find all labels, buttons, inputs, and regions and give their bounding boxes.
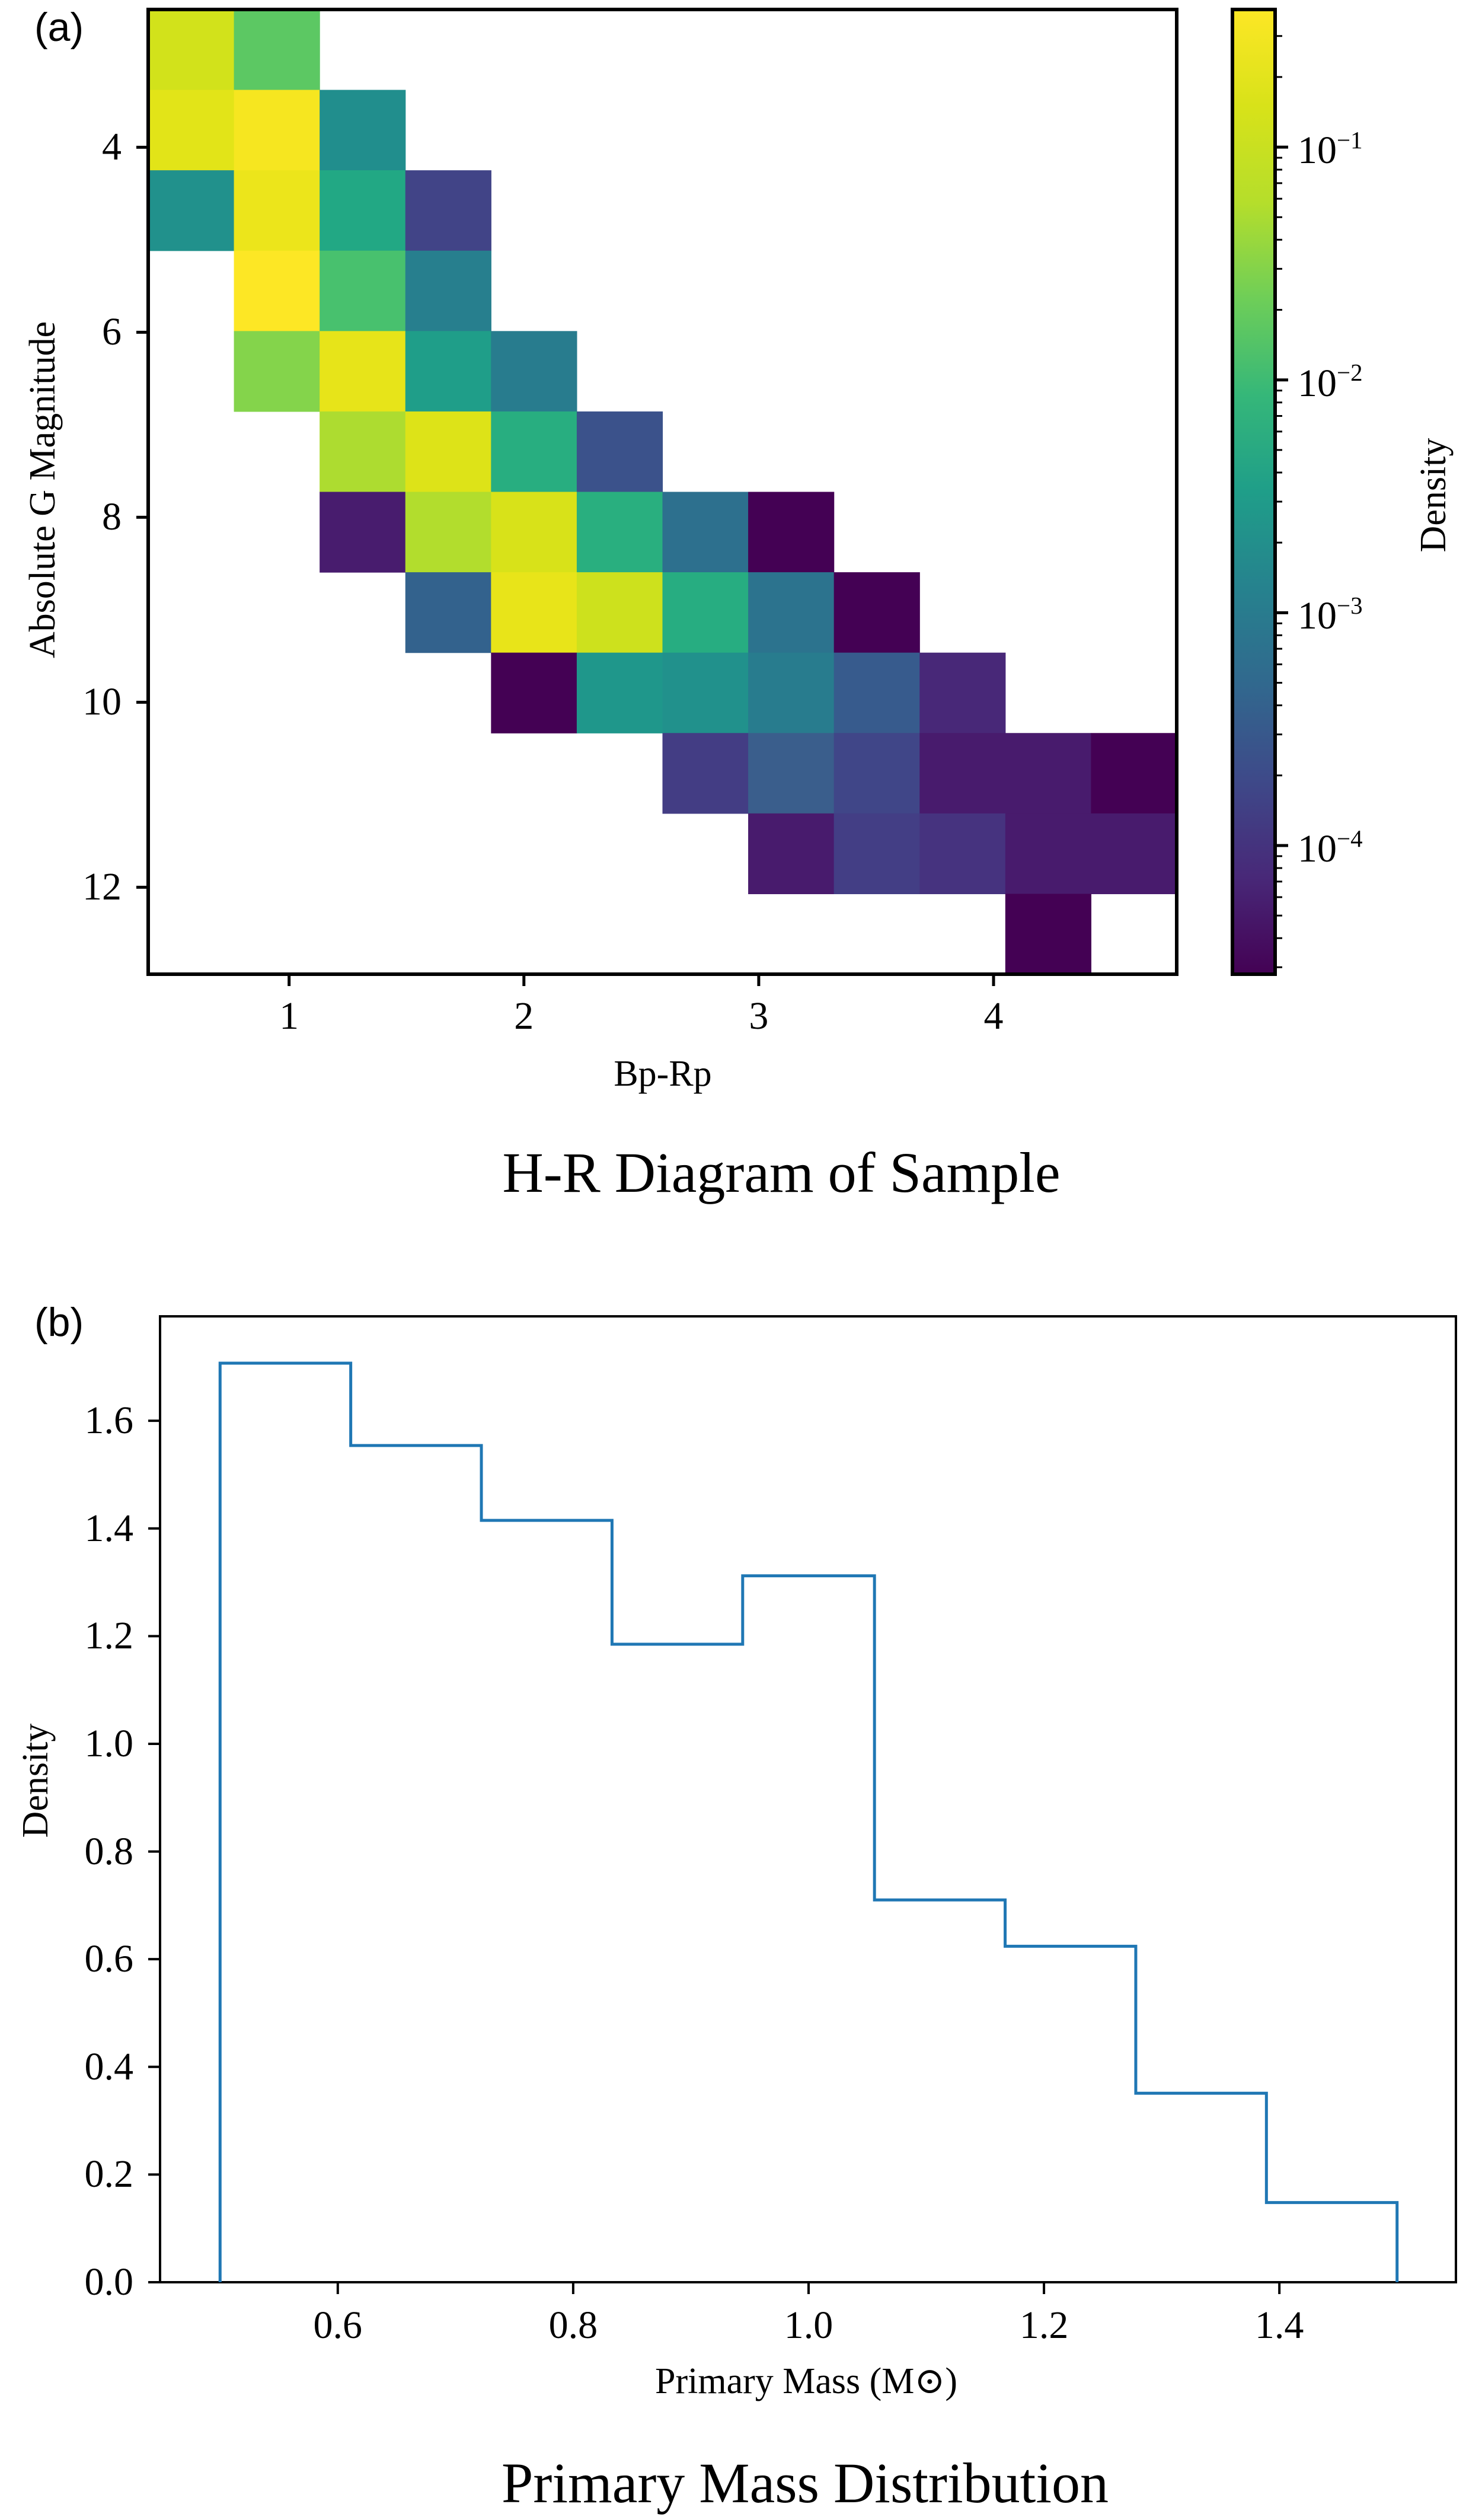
colorbar-tick-label: 10−4 bbox=[1298, 825, 1363, 870]
heatmap-cell bbox=[320, 250, 406, 331]
heatmap-cell bbox=[320, 170, 406, 251]
heatmap-cell bbox=[491, 572, 577, 653]
histogram-ticks bbox=[148, 1420, 1281, 2294]
heatmap-cell bbox=[576, 492, 663, 573]
y-tick-label: 6 bbox=[102, 310, 122, 354]
x-tick-label: 0.6 bbox=[313, 2304, 363, 2347]
colorbar-tick-label: 10−2 bbox=[1298, 359, 1363, 405]
heatmap-cell bbox=[234, 331, 320, 412]
heatmap-cell bbox=[405, 170, 491, 251]
heatmap-cell bbox=[919, 652, 1006, 733]
heatmap-cell bbox=[405, 411, 491, 493]
heatmap-cell bbox=[491, 411, 577, 493]
heatmap-cell bbox=[491, 331, 577, 412]
histogram-x-axis-label: Primary Mass (M⊙) bbox=[654, 2361, 958, 2401]
colorbar bbox=[1231, 8, 1277, 976]
heatmap-cell bbox=[919, 733, 1006, 814]
heatmap-cell bbox=[748, 652, 835, 733]
colorbar-tick-label: 10−3 bbox=[1298, 592, 1363, 638]
heatmap-cell bbox=[1005, 894, 1092, 975]
heatmap-cell bbox=[1005, 733, 1092, 814]
y-tick-label: 0.8 bbox=[84, 1829, 134, 1873]
y-tick-label: 1.6 bbox=[84, 1399, 134, 1443]
panel-a-label: (a) bbox=[34, 5, 84, 50]
hr-diagram-heatmap bbox=[136, 8, 1288, 986]
y-tick-label: 1.0 bbox=[84, 1721, 134, 1765]
y-tick-label: 4 bbox=[102, 125, 122, 169]
panel-b-label: (b) bbox=[34, 1300, 84, 1345]
heatmap-cell bbox=[1091, 733, 1177, 814]
heatmap-cell bbox=[833, 813, 920, 895]
heatmap-cell bbox=[491, 652, 577, 733]
colorbar-ticks bbox=[1275, 35, 1288, 968]
heatmap-cell bbox=[576, 572, 663, 653]
heatmap-cell bbox=[320, 90, 406, 171]
y-tick-label: 0.6 bbox=[84, 1937, 134, 1981]
heatmap-cell bbox=[748, 813, 835, 895]
x-tick-label: 1 bbox=[279, 994, 299, 1038]
y-tick-label: 8 bbox=[102, 495, 122, 539]
heatmap-cell bbox=[320, 492, 406, 573]
heatmap-cell bbox=[1005, 813, 1092, 895]
y-tick-label: 0.0 bbox=[84, 2260, 134, 2304]
heatmap-cell bbox=[234, 9, 320, 91]
heatmap-cell bbox=[833, 652, 920, 733]
heatmap-cells bbox=[148, 9, 1177, 975]
heatmap-cell bbox=[662, 733, 749, 814]
y-tick-label: 10 bbox=[82, 680, 122, 724]
x-tick-label: 4 bbox=[983, 994, 1004, 1038]
heatmap-cell bbox=[662, 492, 749, 573]
x-tick-label: 0.8 bbox=[548, 2304, 598, 2347]
heatmap-cell bbox=[919, 813, 1006, 895]
y-tick-label: 0.4 bbox=[84, 2044, 134, 2088]
heatmap-cell bbox=[405, 572, 491, 653]
panel-a-caption: H-R Diagram of Sample bbox=[502, 1141, 1061, 1204]
y-tick-label: 1.4 bbox=[84, 1506, 134, 1550]
heatmap-cell bbox=[662, 652, 749, 733]
y-tick-label: 0.2 bbox=[84, 2152, 134, 2196]
heatmap-cell bbox=[576, 652, 663, 733]
heatmap-cell bbox=[405, 492, 491, 573]
heatmap-cell bbox=[320, 411, 406, 493]
heatmap-cell bbox=[148, 9, 235, 91]
histogram-axes-frame bbox=[159, 1315, 1457, 2283]
x-tick-label: 2 bbox=[514, 994, 534, 1038]
heatmap-cell bbox=[662, 572, 749, 653]
heatmap-cell bbox=[833, 733, 920, 814]
x-tick-label: 1.0 bbox=[784, 2304, 833, 2347]
heatmap-axes-frame bbox=[146, 8, 1178, 976]
heatmap-cell bbox=[148, 170, 235, 251]
heatmap-cell bbox=[320, 331, 406, 412]
x-tick-label: 3 bbox=[749, 994, 769, 1038]
x-tick-label: 1.4 bbox=[1254, 2304, 1304, 2347]
y-tick-label: 1.2 bbox=[84, 1614, 134, 1658]
histogram-y-axis-label: Density bbox=[15, 1723, 56, 1838]
heatmap-cell bbox=[491, 492, 577, 573]
colorbar-tick-label: 10−1 bbox=[1298, 126, 1363, 173]
heatmap-cell bbox=[576, 411, 663, 493]
heatmap-cell bbox=[748, 492, 835, 573]
heatmap-ticks bbox=[136, 145, 995, 986]
heatmap-cell bbox=[234, 170, 320, 251]
histogram-step-line bbox=[218, 1361, 1399, 2282]
x-tick-label: 1.2 bbox=[1019, 2304, 1069, 2347]
heatmap-cell bbox=[405, 331, 491, 412]
heatmap-cell bbox=[148, 90, 235, 171]
heatmap-cell bbox=[748, 572, 835, 653]
panel-b-caption: Primary Mass Distribution bbox=[502, 2451, 1109, 2515]
heatmap-cell bbox=[234, 250, 320, 331]
heatmap-cell bbox=[234, 90, 320, 171]
heatmap-cell bbox=[833, 572, 920, 653]
heatmap-x-axis-label: Bp-Rp bbox=[614, 1054, 712, 1094]
heatmap-cell bbox=[405, 250, 491, 331]
heatmap-cell bbox=[1091, 813, 1177, 895]
y-tick-label: 12 bbox=[82, 865, 122, 909]
heatmap-cell bbox=[748, 733, 835, 814]
